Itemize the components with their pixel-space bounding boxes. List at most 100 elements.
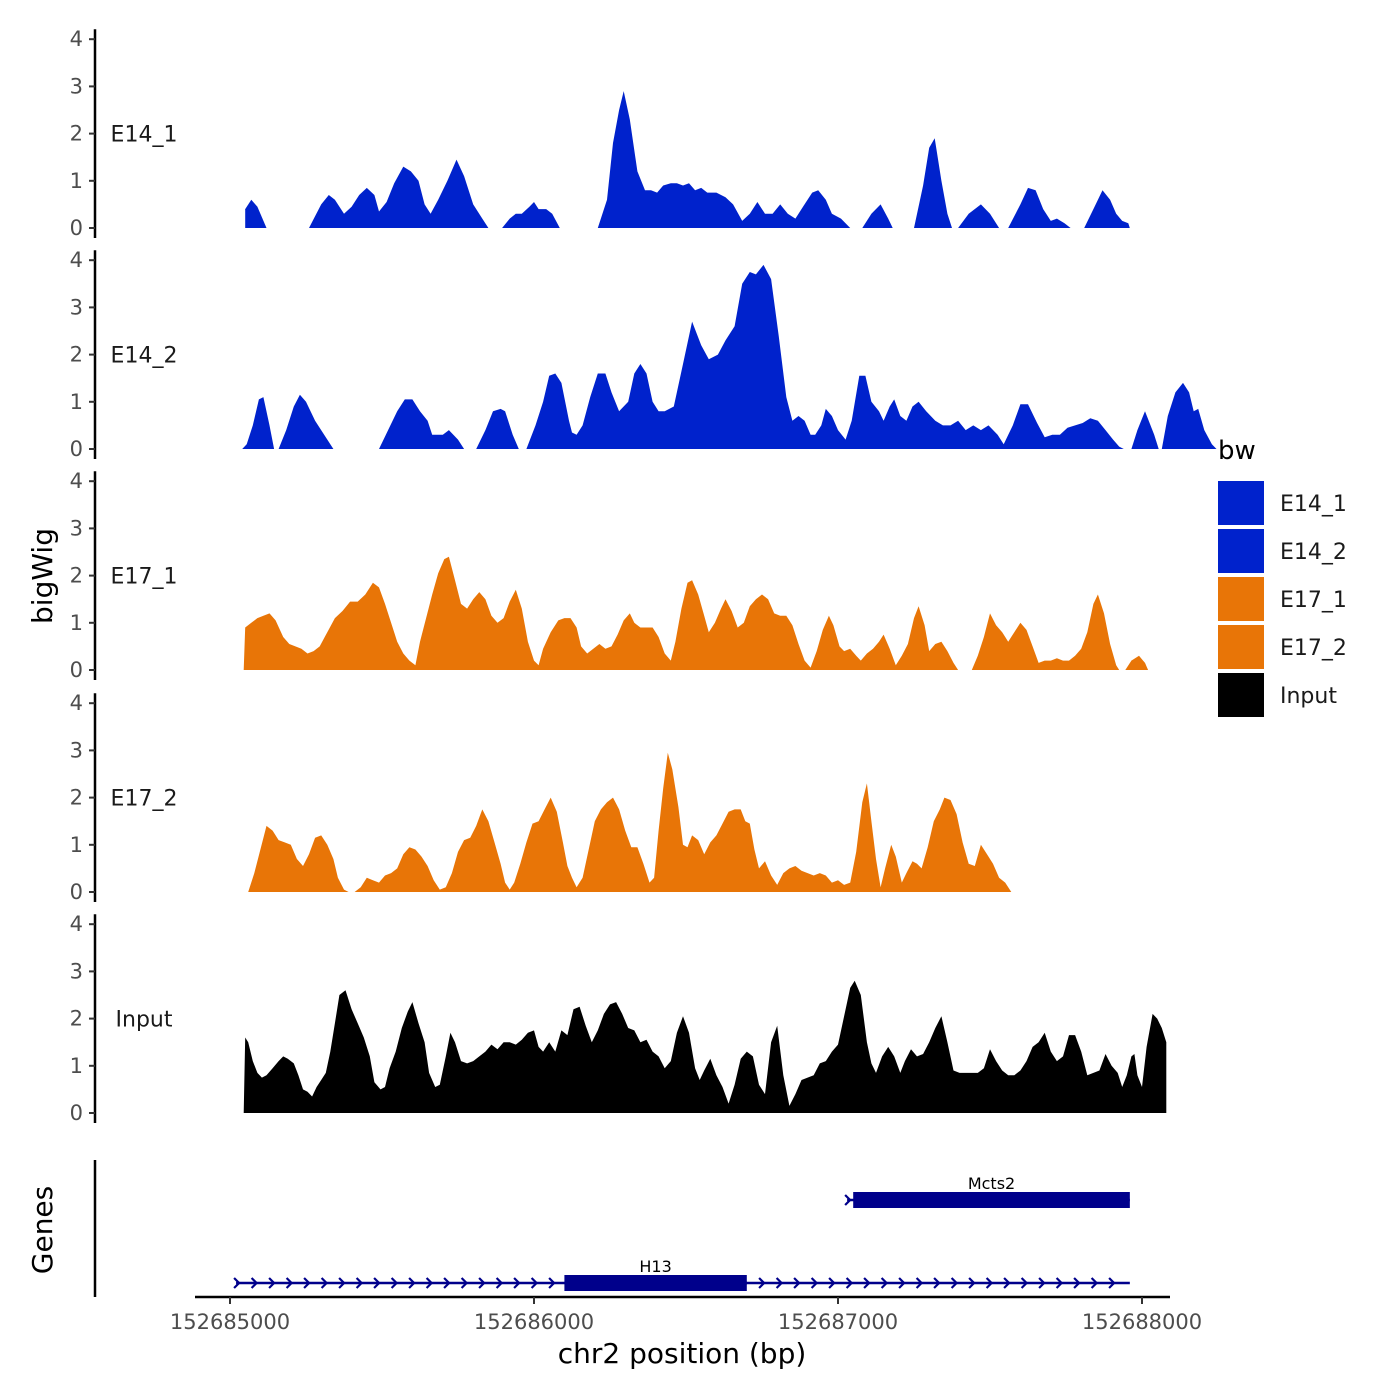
x-tick-label: 152688000 xyxy=(1082,1310,1202,1334)
strand-arrow xyxy=(1090,1277,1099,1289)
y-tick-label: 3 xyxy=(70,738,83,762)
strand-arrow xyxy=(530,1277,539,1289)
y-tick-label: 0 xyxy=(70,1101,83,1125)
x-axis: 152685000 152686000 152687000 152688000 xyxy=(170,1295,1202,1334)
legend-swatch xyxy=(1218,481,1264,525)
coverage-area xyxy=(245,199,267,228)
coverage-area xyxy=(354,752,1012,892)
coverage-area xyxy=(476,408,519,449)
coverage-area xyxy=(1125,655,1149,670)
legend-label: E17_1 xyxy=(1280,588,1347,613)
strand-arrow xyxy=(495,1277,504,1289)
gene-label: Mcts2 xyxy=(968,1174,1015,1193)
strand-arrow xyxy=(478,1277,486,1289)
strand-arrow xyxy=(233,1277,241,1289)
coverage-area xyxy=(914,138,952,228)
coverage-area xyxy=(971,594,1120,670)
legend-swatch xyxy=(1218,529,1264,573)
gene-exon xyxy=(564,1275,747,1291)
strand-arrow xyxy=(250,1277,259,1289)
track-e14-1: 0 1 2 3 4 E14_1 xyxy=(70,27,1130,240)
y-tick-label: 4 xyxy=(70,27,83,51)
coverage-area xyxy=(309,159,489,228)
strand-arrow xyxy=(933,1277,941,1289)
legend-label: E14_2 xyxy=(1280,540,1347,565)
strand-arrow xyxy=(1055,1277,1064,1289)
coverage-area xyxy=(1131,411,1159,449)
track-label: E17_2 xyxy=(111,787,178,812)
y-tick-label: 1 xyxy=(70,169,83,193)
strand-arrow xyxy=(338,1277,346,1289)
strand-arrow xyxy=(810,1277,819,1289)
strand-arrow xyxy=(950,1277,959,1289)
track-label: E14_2 xyxy=(111,344,178,369)
y-tick-label: 2 xyxy=(70,564,83,588)
track-e17-2: 0 1 2 3 4 E17_2 xyxy=(70,691,1012,904)
legend-entry: E14_2 xyxy=(1218,529,1347,573)
legend-label: Input xyxy=(1280,684,1337,709)
coverage-area xyxy=(862,204,893,228)
coverage-area xyxy=(597,91,851,228)
legend-label: E17_2 xyxy=(1280,636,1347,661)
strand-arrow xyxy=(985,1277,994,1289)
gene-mcts2: Mcts2 xyxy=(844,1174,1130,1208)
gene-label: H13 xyxy=(639,1257,671,1276)
track-label: E14_1 xyxy=(111,123,178,148)
gene-h13: H13 xyxy=(233,1257,1130,1291)
coverage-area xyxy=(242,397,275,449)
track-label: Input xyxy=(116,1008,173,1033)
strand-arrow xyxy=(898,1277,906,1289)
strand-arrow xyxy=(408,1277,416,1289)
genes-panel-title: Genes xyxy=(26,1186,59,1274)
legend-label: E14_1 xyxy=(1280,492,1347,517)
strand-arrow xyxy=(915,1277,924,1289)
y-tick-label: 4 xyxy=(70,248,83,272)
y-tick-label: 0 xyxy=(70,437,83,461)
strand-arrow xyxy=(1020,1277,1029,1289)
legend-swatch xyxy=(1218,577,1264,621)
strand-arrow xyxy=(863,1277,871,1289)
coverage-area xyxy=(278,394,334,449)
coverage-area xyxy=(248,825,349,892)
y-tick-label: 4 xyxy=(70,912,83,936)
strand-arrow xyxy=(880,1277,889,1289)
strand-arrow xyxy=(303,1277,311,1289)
coverage-area xyxy=(526,264,1124,449)
legend: bw E14_1 E14_2 E17_1 E17_2 Input xyxy=(1218,436,1347,717)
strand-arrow xyxy=(548,1277,556,1289)
track-e17-1: 0 1 2 3 4 E17_1 xyxy=(70,469,1149,682)
x-tick-label: 152686000 xyxy=(474,1310,594,1334)
strand-arrow xyxy=(355,1277,364,1289)
legend-entry: Input xyxy=(1218,673,1337,717)
strand-arrow xyxy=(793,1277,801,1289)
y-tick-label: 4 xyxy=(70,691,83,715)
legend-entry: E14_1 xyxy=(1218,481,1347,525)
coverage-area xyxy=(379,399,465,449)
strand-arrow xyxy=(1003,1277,1011,1289)
strand-arrow xyxy=(460,1277,469,1289)
gene-exon xyxy=(853,1192,1130,1208)
y-tick-label: 3 xyxy=(70,74,83,98)
strand-arrow xyxy=(443,1277,451,1289)
legend-swatch xyxy=(1218,625,1264,669)
coverage-area xyxy=(243,980,1167,1113)
y-tick-label: 2 xyxy=(70,786,83,810)
y-tick-label: 2 xyxy=(70,1007,83,1031)
strand-arrow xyxy=(1108,1277,1116,1289)
strand-arrow xyxy=(1038,1277,1046,1289)
y-tick-label: 3 xyxy=(70,295,83,319)
x-tick-label: 152687000 xyxy=(778,1310,898,1334)
strand-arrow xyxy=(775,1277,784,1289)
coverage-area xyxy=(502,202,560,228)
coverage-area xyxy=(958,204,1000,228)
x-tick-label: 152685000 xyxy=(170,1310,290,1334)
y-tick-label: 3 xyxy=(70,959,83,983)
y-tick-label: 2 xyxy=(70,343,83,367)
track-e14-2: 0 1 2 3 4 E14_2 xyxy=(70,248,1217,461)
y-tick-label: 0 xyxy=(70,658,83,682)
strand-arrow xyxy=(1073,1277,1081,1289)
y-tick-label: 2 xyxy=(70,122,83,146)
strand-arrow xyxy=(425,1277,434,1289)
strand-arrow xyxy=(828,1277,836,1289)
